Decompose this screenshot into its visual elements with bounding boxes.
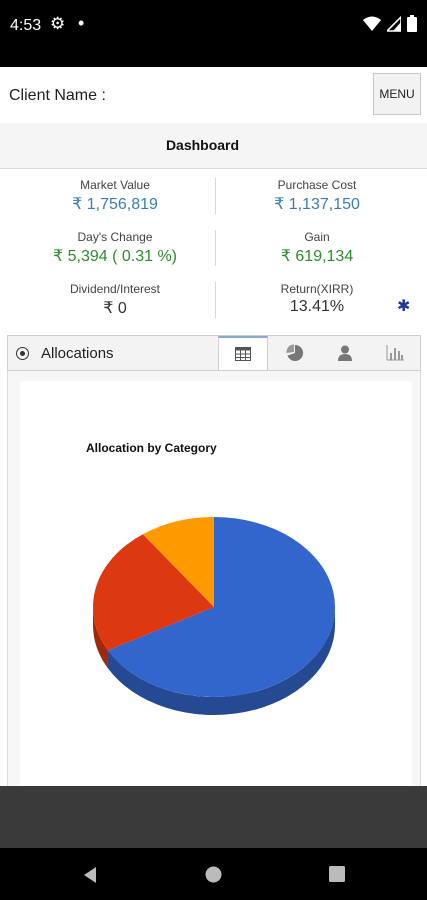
allocations-tabbar: Allocations (7, 335, 421, 371)
menu-button[interactable]: MENU (373, 73, 421, 115)
market-value-block: Market Value ₹ 1,756,819 (15, 178, 215, 214)
tab-pie-chart[interactable] (270, 336, 320, 370)
status-icons (363, 15, 417, 32)
dividend-value: ₹ 0 (103, 300, 127, 317)
dividend-label: Dividend/Interest (69, 282, 161, 296)
page-title: Dashboard (165, 137, 240, 153)
tab-table[interactable] (218, 336, 268, 370)
dashboard-bar: Dashboard (0, 123, 427, 169)
tab-person[interactable] (320, 336, 370, 370)
xirr-info-icon[interactable]: ✱ (397, 298, 411, 315)
radio-icon (16, 346, 29, 360)
dividend-block: Dividend/Interest ₹ 0 (15, 282, 215, 318)
metric-divider (215, 230, 216, 266)
metric-divider (215, 282, 216, 318)
bottom-panel (0, 786, 427, 848)
client-row: Client Name : (0, 67, 427, 124)
gain-label: Gain (304, 230, 330, 244)
settings-icon: ⚙ (50, 14, 66, 33)
gain-value: ₹ 619,134 (280, 248, 354, 265)
days-change-label: Day's Change (77, 230, 153, 244)
table-icon (235, 347, 251, 361)
chart-panel (7, 371, 421, 786)
pie-slice-2[interactable] (142, 517, 214, 607)
allocations-header[interactable]: Allocations (8, 336, 218, 370)
days-change-value: ₹ 5,394 ( 0.31 %) (52, 248, 178, 265)
purchase-cost-label: Purchase Cost (277, 178, 357, 192)
bar-chart-icon (386, 345, 404, 361)
chart-title: Allocation by Category (86, 441, 217, 455)
home-icon[interactable] (205, 866, 222, 883)
pie-slice-1[interactable] (92, 534, 214, 651)
pie-slice-side (107, 607, 335, 716)
status-bar: 4:53 ⚙ • (0, 0, 427, 67)
status-time: 4:53 (10, 17, 42, 34)
client-name-label: Client Name : (9, 87, 106, 104)
metric-divider (215, 178, 216, 214)
battery-icon (407, 15, 417, 32)
pie-slice-0[interactable] (107, 517, 335, 697)
allocations-label: Allocations (41, 344, 114, 362)
notification-dot-icon: • (78, 13, 85, 33)
xirr-block: Return(XIRR) 13.41% (217, 282, 417, 316)
system-nav-bar (0, 848, 427, 900)
signal-icon (387, 15, 401, 32)
days-change-block: Day's Change ₹ 5,394 ( 0.31 %) (15, 230, 215, 266)
market-value-label: Market Value (80, 178, 150, 192)
pie-chart-icon (286, 344, 304, 361)
gain-block: Gain ₹ 619,134 (217, 230, 417, 266)
person-icon (338, 345, 352, 361)
xirr-value: 13.41% (289, 298, 345, 315)
tab-bar-chart[interactable] (370, 336, 420, 370)
recents-icon[interactable] (329, 866, 345, 882)
purchase-cost-block: Purchase Cost ₹ 1,137,150 (217, 178, 417, 214)
back-icon[interactable] (82, 866, 98, 884)
market-value-value: ₹ 1,756,819 (72, 196, 158, 213)
xirr-label: Return(XIRR) (280, 282, 354, 296)
wifi-icon (363, 16, 381, 31)
purchase-cost-value: ₹ 1,137,150 (274, 196, 360, 213)
pie-slice-side (93, 607, 108, 669)
